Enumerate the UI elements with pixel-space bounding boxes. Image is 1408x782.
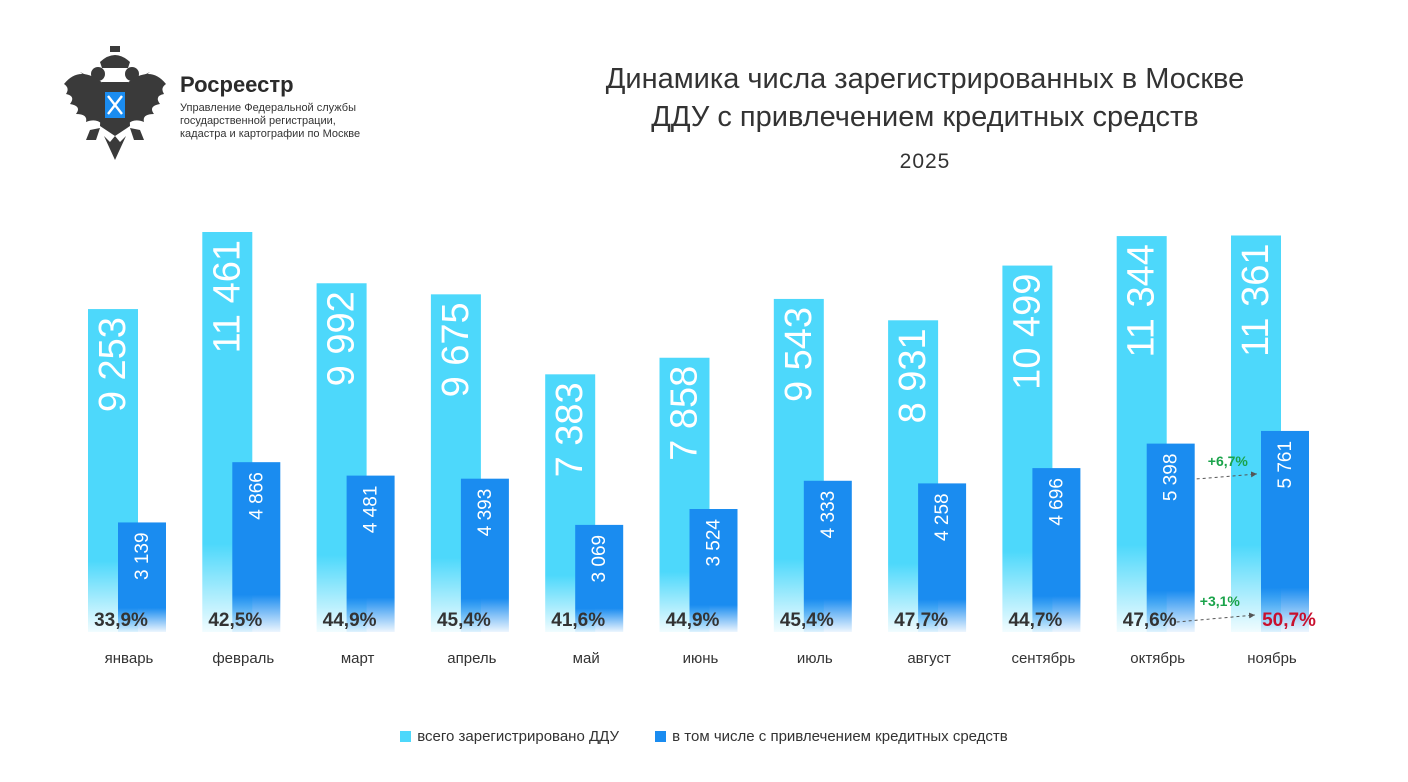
bar-total-label: 11 361 (1235, 243, 1277, 356)
month-label: июнь (683, 650, 719, 667)
bar-credit-label: 4 696 (1046, 478, 1067, 526)
arrow-share-growth (1176, 612, 1256, 623)
bar-total-label: 9 992 (321, 291, 363, 386)
share-label: 41,6% (551, 610, 605, 631)
month-label: октябрь (1130, 650, 1185, 667)
chart-subtitle: 2025 (899, 150, 951, 173)
share-label: 42,5% (208, 610, 262, 631)
month-label: январь (105, 650, 154, 667)
bar-total-label: 10 499 (1006, 274, 1048, 390)
month-label: февраль (212, 650, 274, 667)
arrow-credit-growth (1196, 471, 1258, 480)
bar-total-label: 9 543 (778, 307, 820, 402)
chart-title-line: ДДУ с привлечением кредитных средств (651, 101, 1199, 133)
month-label: ноябрь (1247, 650, 1297, 667)
share-label: 50,7% (1262, 610, 1316, 631)
chart-title-line: Динамика числа зарегистрированных в Моск… (605, 63, 1245, 95)
bar-credit-label: 4 393 (475, 489, 496, 537)
bar-total-label: 11 344 (1121, 244, 1163, 357)
share-label: 47,7% (894, 610, 948, 631)
bar-credit-label: 4 258 (932, 493, 953, 541)
bar-credit (689, 509, 738, 632)
bar-credit (118, 522, 166, 632)
share-label: 33,9% (94, 610, 148, 631)
bar-credit-label: 5 761 (1275, 441, 1296, 489)
org-name: Росреестр (180, 72, 294, 97)
bar-credit (460, 478, 509, 632)
chart-legend: всего зарегистрировано ДДУ в том числе с… (0, 728, 1408, 745)
annotation-credit-growth: +6,7% (1208, 453, 1249, 469)
bar-total-label: 8 931 (892, 328, 934, 423)
bar-total-label: 7 858 (664, 366, 706, 461)
share-label: 45,4% (437, 610, 491, 631)
bar-credit (1146, 443, 1195, 632)
bar-credit (232, 462, 281, 632)
bar-total-label: 11 461 (206, 240, 248, 353)
legend-item-credit: в том числе с привлечением кредитных сре… (655, 728, 1008, 745)
share-label: 47,6% (1123, 610, 1177, 631)
month-label: июль (797, 650, 833, 667)
share-label: 44,9% (323, 610, 377, 631)
org-desc-line: Управление Федеральной службы (180, 102, 356, 114)
bar-credit (575, 524, 624, 632)
org-desc-line: кадастра и картографии по Москве (180, 128, 361, 140)
bar-chart: 9 253 3 139 33,9% январь 11 461 4 866 42,5% фев… (88, 232, 1316, 667)
bar-credit (1261, 430, 1309, 632)
legend-swatch-total (400, 731, 412, 742)
bar-total-label: 9 675 (435, 302, 477, 397)
bar-total-label: 9 253 (92, 317, 134, 412)
bar-credit (346, 475, 395, 632)
org-desc-line: государственной регистрации, (180, 115, 336, 127)
org-description: Управление Федеральной службы государств… (180, 102, 410, 141)
legend-label-credit: в том числе с привлечением кредитных сре… (672, 728, 1008, 745)
bar-credit-label: 3 069 (589, 535, 610, 583)
legend-item-total: всего зарегистрировано ДДУ (400, 728, 619, 745)
month-label: май (573, 650, 600, 667)
share-label: 44,9% (666, 610, 720, 631)
annotation-share-growth: +3,1% (1200, 593, 1241, 609)
bar-credit (1032, 468, 1081, 632)
legend-swatch-credit (655, 731, 667, 742)
month-label: август (907, 650, 951, 667)
month-label: апрель (447, 650, 496, 667)
bar-credit (918, 483, 967, 632)
bar-total-label: 7 383 (549, 382, 591, 477)
bar-credit-label: 3 524 (704, 519, 725, 567)
bar-credit-label: 3 139 (132, 532, 153, 580)
eagle-emblem-icon (64, 46, 166, 160)
month-label: март (341, 650, 375, 667)
month-label: сентябрь (1011, 650, 1075, 667)
share-label: 45,4% (780, 610, 834, 631)
bar-credit-label: 4 866 (246, 472, 267, 520)
bar-credit-label: 4 333 (818, 491, 839, 539)
legend-label-total: всего зарегистрировано ДДУ (417, 728, 619, 745)
share-label: 44,7% (1008, 610, 1062, 631)
chart-title: Динамика числа зарегистрированных в Моск… (540, 60, 1310, 136)
bar-credit-label: 5 398 (1161, 454, 1182, 502)
bar-credit-label: 4 481 (361, 486, 382, 534)
bar-credit (803, 480, 852, 632)
